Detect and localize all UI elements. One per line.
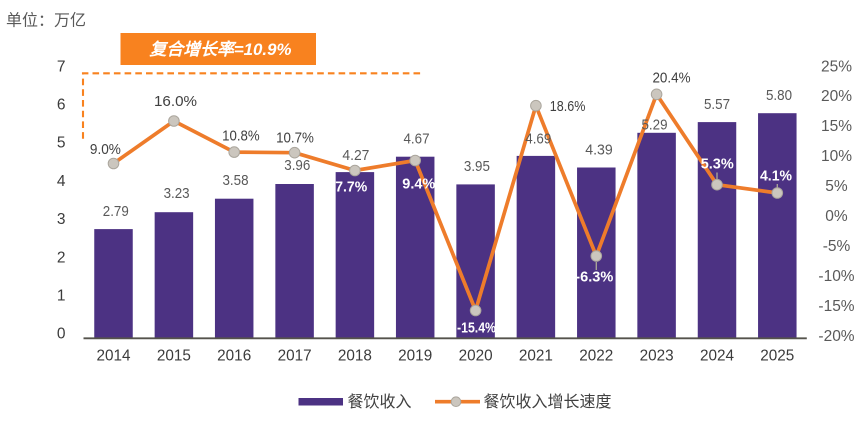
- svg-text:4.1%: 4.1%: [760, 169, 792, 185]
- svg-text:6: 6: [57, 97, 66, 114]
- svg-text:3.23: 3.23: [164, 186, 190, 202]
- svg-text:2014: 2014: [96, 348, 131, 365]
- svg-text:7.7%: 7.7%: [335, 180, 367, 196]
- svg-text:16.0%: 16.0%: [154, 94, 197, 110]
- svg-text:0: 0: [57, 326, 66, 343]
- svg-text:2024: 2024: [700, 348, 735, 365]
- svg-text:2018: 2018: [338, 348, 372, 365]
- svg-text:5.80: 5.80: [766, 88, 792, 104]
- svg-text:2016: 2016: [217, 348, 251, 365]
- svg-text:4: 4: [57, 173, 66, 190]
- svg-text:5: 5: [57, 135, 66, 152]
- svg-text:2: 2: [57, 249, 66, 266]
- svg-text:5.57: 5.57: [704, 97, 730, 113]
- svg-text:2015: 2015: [157, 348, 191, 365]
- svg-text:餐饮收入增长速度: 餐饮收入增长速度: [484, 393, 612, 411]
- svg-text:-20%: -20%: [818, 328, 854, 345]
- svg-text:10.8%: 10.8%: [222, 129, 260, 145]
- svg-text:3: 3: [57, 211, 66, 228]
- svg-text:2020: 2020: [459, 348, 493, 365]
- svg-text:10.7%: 10.7%: [276, 131, 314, 147]
- svg-text:4.27: 4.27: [342, 148, 369, 164]
- svg-text:2022: 2022: [579, 348, 613, 365]
- svg-text:9.4%: 9.4%: [402, 177, 435, 193]
- svg-text:20.4%: 20.4%: [652, 70, 690, 86]
- svg-text:-5%: -5%: [823, 238, 851, 255]
- svg-text:3.58: 3.58: [223, 173, 249, 189]
- svg-text:3.96: 3.96: [284, 158, 310, 174]
- svg-text:2025: 2025: [760, 348, 794, 365]
- svg-text:4.39: 4.39: [585, 143, 613, 159]
- svg-text:0%: 0%: [825, 208, 848, 225]
- svg-text:-15%: -15%: [818, 298, 854, 315]
- svg-text:复合增长率=10.9%: 复合增长率=10.9%: [150, 40, 292, 59]
- svg-text:2.79: 2.79: [103, 204, 129, 220]
- svg-text:2021: 2021: [519, 348, 553, 365]
- svg-text:单位：万亿: 单位：万亿: [6, 12, 86, 30]
- svg-text:3.95: 3.95: [464, 159, 490, 175]
- svg-text:20%: 20%: [821, 88, 852, 105]
- svg-text:1: 1: [57, 288, 66, 305]
- svg-text:-10%: -10%: [818, 268, 854, 285]
- svg-text:18.6%: 18.6%: [550, 99, 586, 115]
- svg-text:-15.4%: -15.4%: [457, 321, 496, 337]
- svg-text:5%: 5%: [825, 178, 848, 195]
- svg-text:5.3%: 5.3%: [701, 156, 734, 172]
- svg-text:25%: 25%: [821, 58, 852, 75]
- svg-text:2019: 2019: [398, 348, 432, 365]
- svg-text:4.69: 4.69: [525, 132, 551, 148]
- svg-text:2017: 2017: [278, 348, 312, 365]
- svg-text:4.67: 4.67: [404, 131, 430, 147]
- svg-text:2023: 2023: [640, 348, 674, 365]
- svg-text:7: 7: [57, 58, 66, 75]
- svg-text:10%: 10%: [821, 148, 852, 165]
- svg-text:餐饮收入: 餐饮收入: [348, 393, 412, 411]
- svg-text:15%: 15%: [821, 118, 852, 135]
- svg-text:5.29: 5.29: [642, 117, 668, 133]
- svg-text:-6.3%: -6.3%: [575, 270, 613, 286]
- svg-text:9.0%: 9.0%: [90, 142, 121, 158]
